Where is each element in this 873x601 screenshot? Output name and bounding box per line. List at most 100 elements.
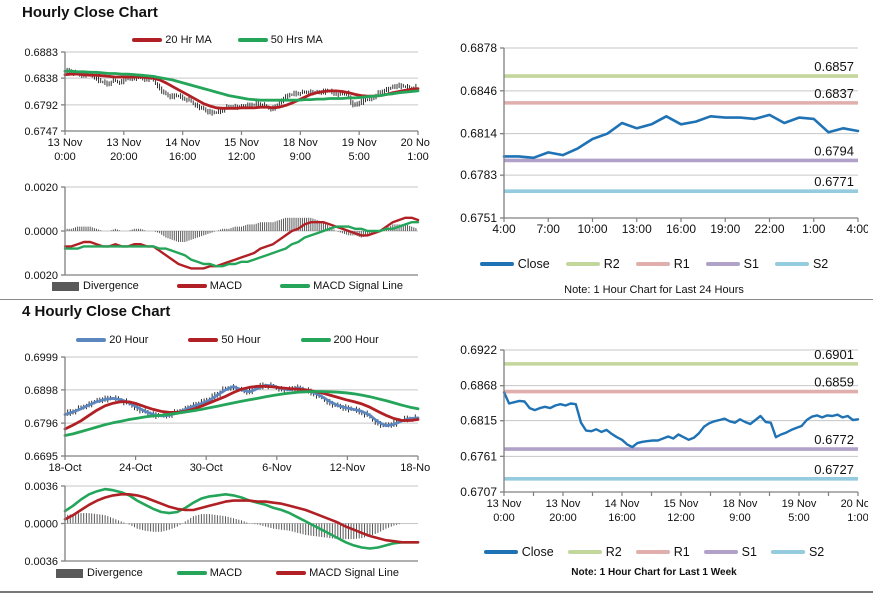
legend-swatch xyxy=(176,571,207,575)
svg-text:18 Nov: 18 Nov xyxy=(723,498,758,510)
svg-text:9:00: 9:00 xyxy=(290,151,311,163)
svg-text:5:00: 5:00 xyxy=(788,512,809,524)
legend-swatch xyxy=(770,550,805,554)
svg-text:0.6898: 0.6898 xyxy=(25,385,58,397)
svg-text:0.6792: 0.6792 xyxy=(25,100,58,112)
section-title-hourly: Hourly Close Chart xyxy=(22,4,158,21)
svg-text:0.6794: 0.6794 xyxy=(814,143,854,158)
legend-label: S2 xyxy=(808,545,825,559)
svg-text:0.6846: 0.6846 xyxy=(460,84,497,98)
svg-text:14 Nov: 14 Nov xyxy=(165,137,200,149)
section-divider xyxy=(0,299,873,300)
legend-item-macd: MACD xyxy=(176,280,243,292)
svg-text:19 Nov: 19 Nov xyxy=(782,498,817,510)
svg-text:1:00: 1:00 xyxy=(847,512,868,524)
four_hourly_macd-svg: 0.0036 0.0000 -0.0036 xyxy=(21,481,420,568)
legend-swatch xyxy=(774,262,809,266)
legend-swatch xyxy=(56,568,84,578)
svg-text:15 Nov: 15 Nov xyxy=(664,498,699,510)
legend-swatch xyxy=(237,38,268,42)
svg-text:20 Nov: 20 Nov xyxy=(401,137,430,149)
svg-text:9:00: 9:00 xyxy=(729,512,750,524)
legend-item-s1: S1 xyxy=(703,545,757,559)
hourly-close-chart: 0.6883 0.6838 0.6792 0.6747 13 Nov 0:00 13 Nov… xyxy=(24,30,436,200)
svg-text:0.0000: 0.0000 xyxy=(25,519,58,531)
pivot-1week-chart: 0.6901 0.6859 0.6772 0.6727 0.6922 0.6868 0.68… xyxy=(440,340,873,530)
legend-label: 20 Hr MA xyxy=(165,34,212,46)
legend-swatch xyxy=(300,338,331,342)
svg-text:0.6901: 0.6901 xyxy=(814,347,854,362)
svg-text:0.6815: 0.6815 xyxy=(460,414,497,428)
svg-text:13 Nov: 13 Nov xyxy=(106,137,141,149)
bottom-divider xyxy=(0,591,873,593)
legend-swatch xyxy=(635,262,670,266)
svg-text:18-Nov: 18-Nov xyxy=(400,462,430,474)
legend-swatch xyxy=(280,284,311,288)
legend-label: R1 xyxy=(673,257,690,271)
legend-label: 50 Hour xyxy=(221,334,261,346)
legend-item-200-hour: 200 Hour xyxy=(300,334,379,346)
svg-text:24-Oct: 24-Oct xyxy=(119,462,152,474)
legend-swatch xyxy=(479,262,514,266)
legend-swatch xyxy=(176,284,207,288)
note-24h: Note: 1 Hour Chart for Last 24 Hours xyxy=(564,284,744,296)
legend-item-close: Close xyxy=(483,545,554,559)
svg-text:0.6838: 0.6838 xyxy=(25,73,58,85)
pivot-24h-chart: 0.6857 0.6837 0.6794 0.6771 0.6878 0.6846 0.68… xyxy=(440,30,870,260)
svg-text:0.0036: 0.0036 xyxy=(25,482,58,493)
legend-4hourly-ma: 20 Hour 50 Hour 200 Hour xyxy=(25,334,430,346)
legend-label: Divergence xyxy=(83,280,139,292)
legend-label: MACD Signal Line xyxy=(309,567,399,579)
svg-text:10:00: 10:00 xyxy=(577,222,607,236)
legend-item-s2: S2 xyxy=(774,257,829,271)
legend-item-20-hour: 20 Hour xyxy=(76,334,148,346)
svg-text:0.6707: 0.6707 xyxy=(460,485,497,499)
svg-text:7:00: 7:00 xyxy=(537,222,561,236)
legend-label: 200 Hour xyxy=(333,334,379,346)
legend-swatch xyxy=(567,550,602,554)
svg-text:1:00: 1:00 xyxy=(407,151,428,163)
pivot_24h-svg: 0.6857 0.6837 0.6794 0.6771 0.6878 0.6846 0.68… xyxy=(460,41,870,236)
svg-text:0.6796: 0.6796 xyxy=(25,418,58,430)
svg-text:5:00: 5:00 xyxy=(348,151,369,163)
legend-hourly-macd: Divergence MACD MACD Signal Line xyxy=(25,280,430,292)
svg-text:0.6747: 0.6747 xyxy=(25,126,58,138)
legend-swatch xyxy=(635,550,670,554)
legend-label: S1 xyxy=(743,257,759,271)
legend-swatch xyxy=(52,281,80,291)
svg-text:0:00: 0:00 xyxy=(493,512,514,524)
legend-swatch xyxy=(705,262,740,266)
svg-text:0.6814: 0.6814 xyxy=(460,127,497,141)
legend-swatch xyxy=(703,550,738,554)
legend-label: Close xyxy=(517,257,550,271)
svg-text:13 Nov: 13 Nov xyxy=(546,498,581,510)
legend-label: S2 xyxy=(812,257,829,271)
svg-text:0.6695: 0.6695 xyxy=(25,451,58,463)
svg-text:16:00: 16:00 xyxy=(608,512,636,524)
legend-swatch xyxy=(76,338,107,342)
legend-swatch xyxy=(132,38,163,42)
svg-text:22:00: 22:00 xyxy=(754,222,784,236)
svg-text:0.0020: 0.0020 xyxy=(25,182,58,194)
legend-label: MACD Signal Line xyxy=(313,280,403,292)
legend-swatch xyxy=(276,571,307,575)
legend-item-macd-signal-line: MACD Signal Line xyxy=(276,567,399,579)
svg-text:0.6783: 0.6783 xyxy=(460,168,497,182)
legend-item-20-hr-ma: 20 Hr MA xyxy=(132,34,212,46)
svg-text:0:00: 0:00 xyxy=(54,151,75,163)
svg-text:16:00: 16:00 xyxy=(169,151,197,163)
svg-text:13 Nov: 13 Nov xyxy=(487,498,522,510)
legend-item-macd-signal-line: MACD Signal Line xyxy=(280,280,403,292)
svg-text:13:00: 13:00 xyxy=(622,222,652,236)
svg-text:18 Nov: 18 Nov xyxy=(283,137,318,149)
legend-label: MACD xyxy=(209,280,243,292)
legend-item-r1: R1 xyxy=(635,545,690,559)
svg-text:0.6837: 0.6837 xyxy=(814,86,854,101)
legend-item-r2: R2 xyxy=(565,257,620,271)
svg-text:15 Nov: 15 Nov xyxy=(224,137,259,149)
legend-label: S1 xyxy=(741,545,757,559)
legend-hourly-ma: 20 Hr MA 50 Hrs MA xyxy=(25,34,430,46)
svg-text:0.6883: 0.6883 xyxy=(25,47,58,59)
legend-label: R1 xyxy=(673,545,690,559)
